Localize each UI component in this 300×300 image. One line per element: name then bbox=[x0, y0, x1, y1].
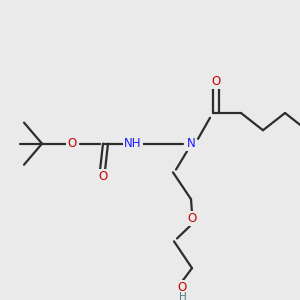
Text: O: O bbox=[68, 137, 76, 150]
Text: O: O bbox=[98, 170, 108, 183]
Text: O: O bbox=[188, 212, 196, 225]
Text: N: N bbox=[187, 137, 195, 150]
Text: O: O bbox=[212, 75, 220, 88]
Text: H: H bbox=[179, 292, 187, 300]
Text: NH: NH bbox=[124, 137, 142, 150]
Text: O: O bbox=[177, 281, 187, 294]
